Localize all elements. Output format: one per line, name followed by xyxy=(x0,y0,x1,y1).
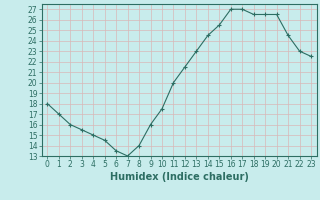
X-axis label: Humidex (Indice chaleur): Humidex (Indice chaleur) xyxy=(110,172,249,182)
